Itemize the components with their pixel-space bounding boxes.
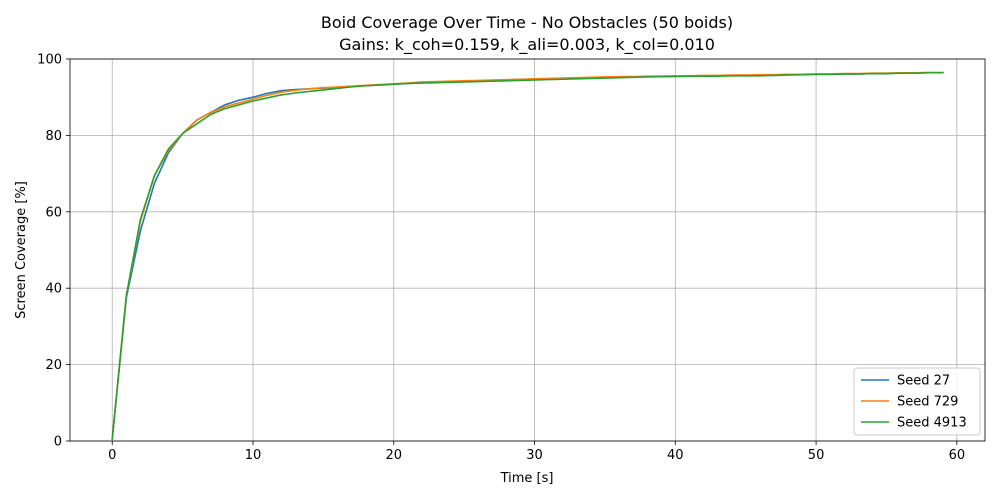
x-tick-label: 50 bbox=[808, 448, 825, 463]
legend-label-1: Seed 27 bbox=[897, 374, 950, 389]
legend: Seed 27 Seed 729 Seed 4913 bbox=[853, 367, 981, 436]
x-tick-label: 20 bbox=[385, 448, 402, 463]
x-tick-label: 30 bbox=[526, 448, 543, 463]
series-lines bbox=[111, 71, 944, 440]
axis-ticks: 0 10 20 30 40 50 60 0 20 40 60 80 100 bbox=[37, 53, 965, 464]
chart-subtitle: Gains: k_coh=0.159, k_ali=0.003, k_col=0… bbox=[339, 35, 715, 55]
series-line-3 bbox=[111, 71, 944, 440]
legend-box bbox=[853, 367, 981, 436]
y-tick-label: 100 bbox=[37, 53, 62, 68]
x-axis-label: Time [s] bbox=[500, 471, 554, 486]
x-tick-label: 10 bbox=[245, 448, 262, 463]
series-line-2 bbox=[111, 71, 944, 440]
x-tick-label: 60 bbox=[949, 448, 966, 463]
plot-frame bbox=[69, 58, 986, 442]
x-tick-label: 40 bbox=[667, 448, 684, 463]
x-tick-label: 0 bbox=[108, 448, 116, 463]
y-tick-label: 40 bbox=[45, 282, 62, 297]
y-tick-label: 80 bbox=[45, 129, 62, 144]
legend-label-3: Seed 4913 bbox=[897, 416, 967, 431]
y-axis-label: Screen Coverage [%] bbox=[14, 181, 29, 319]
chart-title: Boid Coverage Over Time - No Obstacles (… bbox=[321, 13, 733, 32]
series-line-1 bbox=[111, 71, 944, 440]
y-tick-label: 20 bbox=[45, 358, 62, 373]
y-tick-label: 60 bbox=[45, 205, 62, 220]
y-tick-label: 0 bbox=[54, 435, 62, 450]
legend-label-2: Seed 729 bbox=[897, 395, 958, 410]
